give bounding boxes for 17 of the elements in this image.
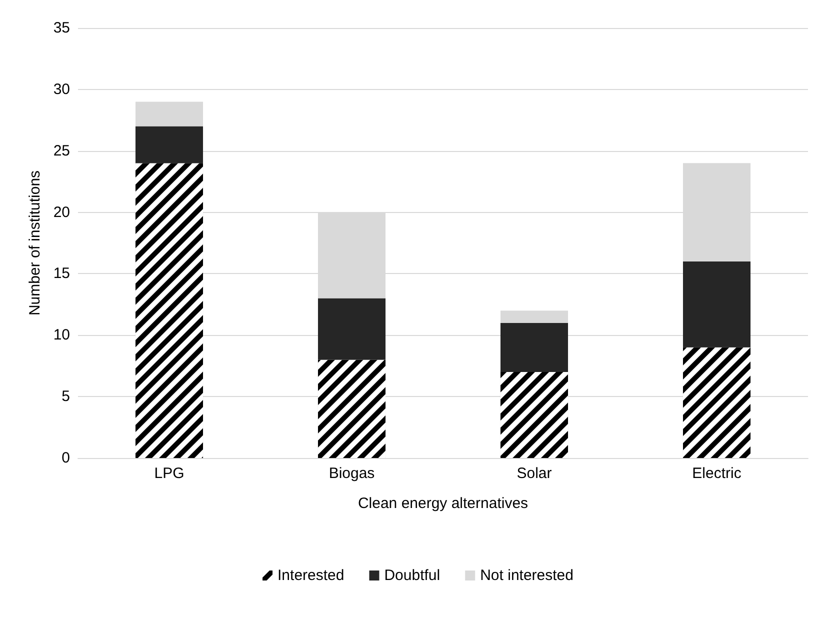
- x-tick-label: Solar: [516, 465, 552, 482]
- x-tick-label: Electric: [692, 465, 742, 482]
- y-axis-title: Number of institutions: [26, 170, 44, 316]
- x-tick-label: Biogas: [328, 465, 375, 482]
- y-tick-label: 30: [53, 80, 70, 98]
- legend-label: Not interested: [480, 567, 574, 584]
- legend-label: Doubtful: [384, 567, 440, 584]
- y-tick-label: 25: [53, 142, 70, 160]
- y-tick-label: 15: [53, 265, 70, 282]
- legend-label: Interested: [278, 567, 344, 584]
- y-tick-label: 20: [53, 204, 70, 221]
- y-tick-label: 10: [53, 326, 70, 344]
- x-tick-label: LPG: [154, 465, 184, 482]
- y-tick-label: 0: [62, 450, 70, 466]
- y-tick-label: 5: [62, 388, 70, 406]
- x-axis-title: Clean energy alternatives: [358, 495, 528, 512]
- y-tick-label: 35: [53, 20, 70, 36]
